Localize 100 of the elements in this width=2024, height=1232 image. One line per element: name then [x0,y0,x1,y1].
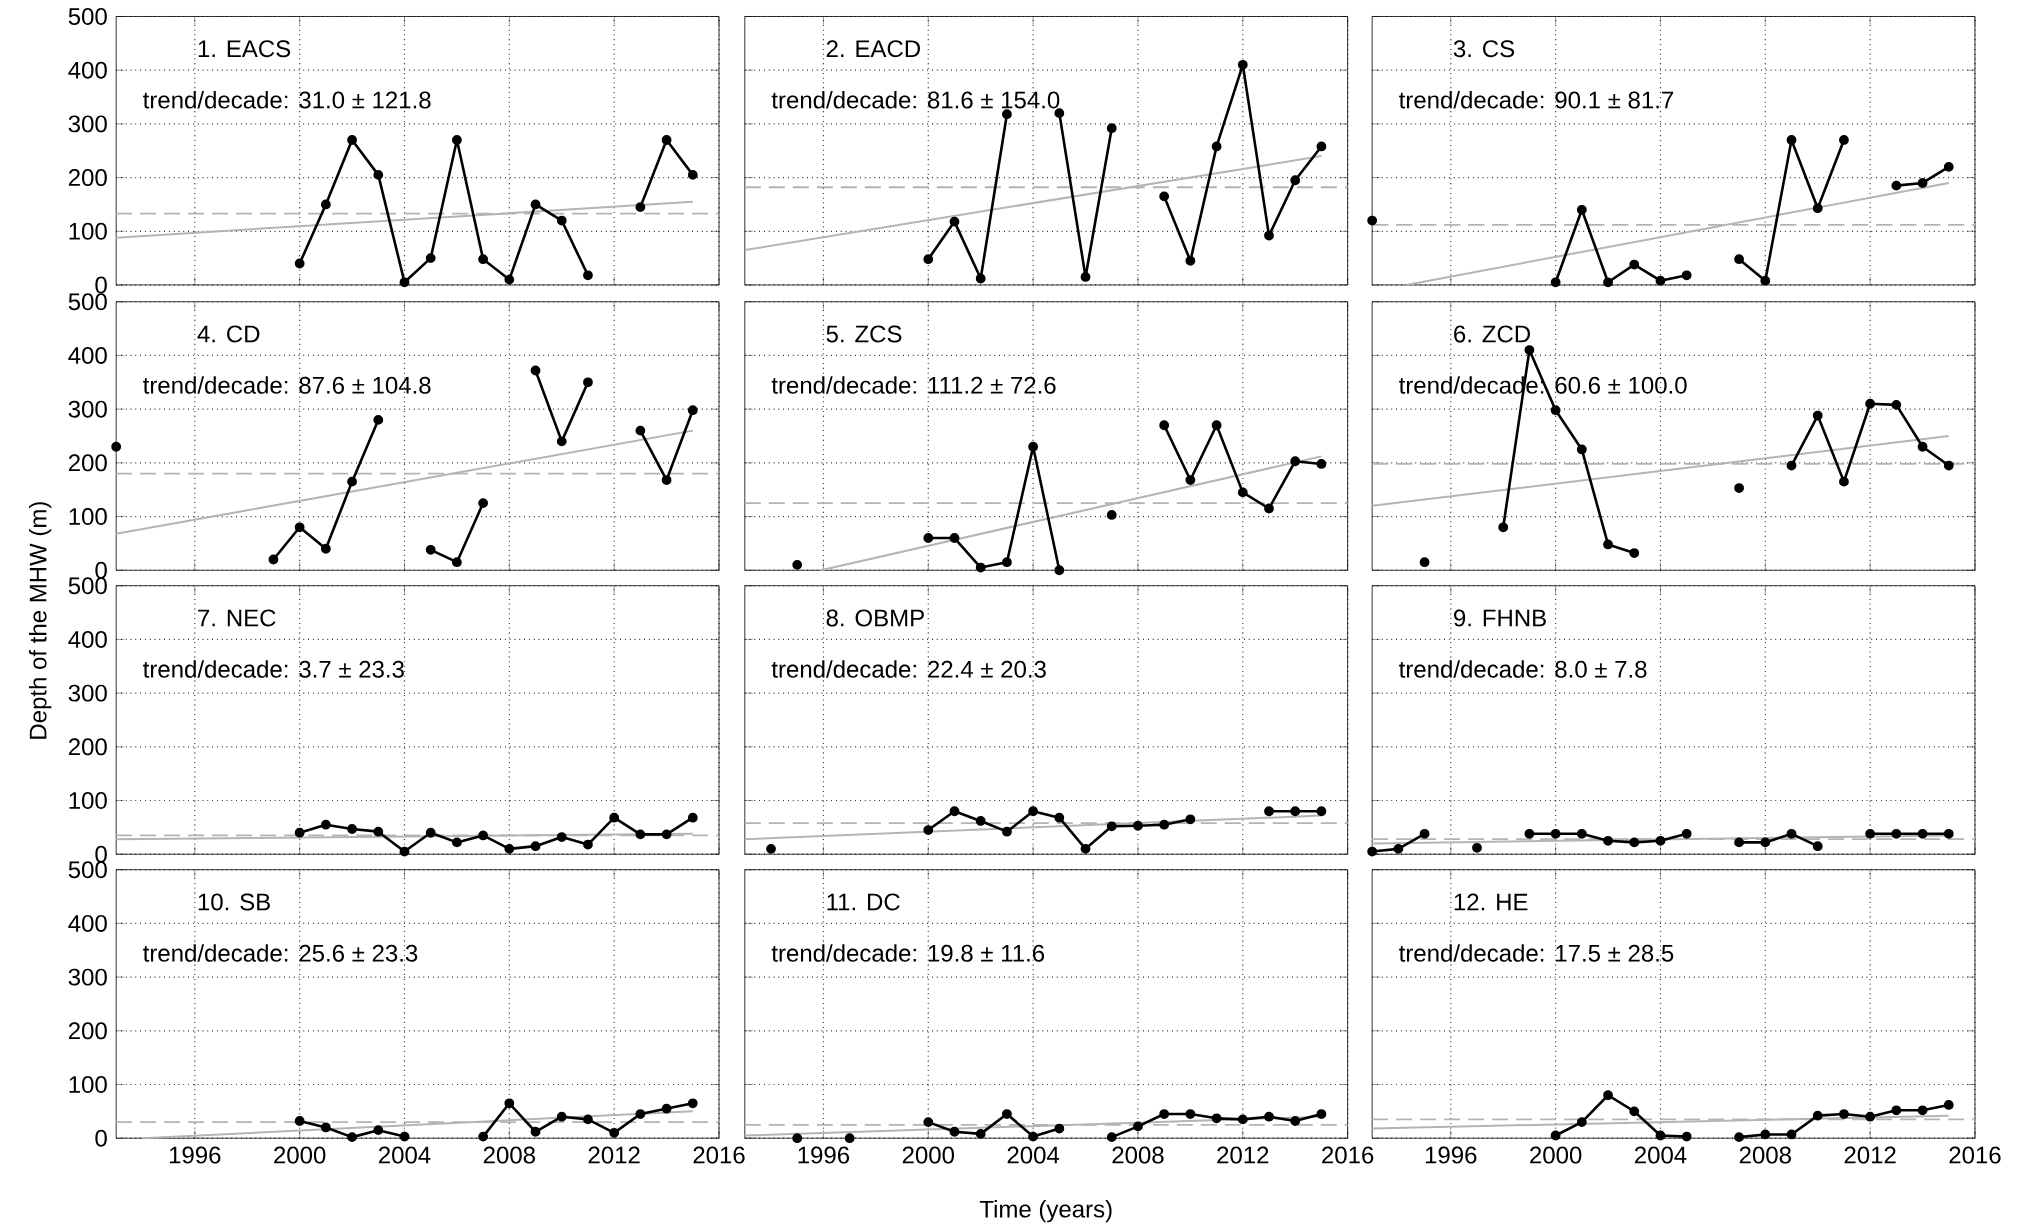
x-tick-label: 2008 [483,1146,535,1164]
point [1917,441,1928,452]
point [1786,460,1797,471]
point [1419,557,1430,568]
point [975,1129,986,1139]
annotation: 5. ZCS [826,325,902,343]
x-tick-label: 2008 [1112,1146,1164,1164]
point [373,1125,384,1136]
point [949,216,960,227]
point [504,274,515,285]
y-tick-label: 100 [69,1076,107,1093]
point [373,170,384,180]
y-tick-label: 100 [69,222,107,240]
point [452,135,462,145]
point [1891,399,1902,410]
point [1264,806,1274,817]
point [268,554,279,565]
x-tick-label: 1996 [169,1146,221,1164]
point [1550,828,1561,839]
point [530,199,541,210]
x-tick-label: 2008 [1739,1146,1791,1164]
point [478,498,489,509]
point [1576,444,1587,455]
point [1576,1117,1587,1127]
point [583,839,593,850]
point [766,843,776,854]
point [635,1109,646,1119]
annotation: trend/decade: 22.4 ± 20.3 [771,660,1046,678]
point [1812,410,1823,421]
point [1054,565,1065,576]
point [844,1133,855,1144]
point [609,812,620,823]
point [1839,476,1849,487]
point [1264,230,1274,241]
point [1054,1123,1065,1134]
y-tick-label: 0 [95,845,107,863]
point [1211,1113,1222,1124]
point [1290,806,1301,817]
y-axis-title: Depth of the MHW (m) [28,502,52,739]
point [1264,1111,1274,1122]
point [923,533,934,543]
point [347,1132,357,1143]
point [1080,272,1091,282]
point [1185,475,1196,485]
annotation: trend/decade: 90.1 ± 81.7 [1399,90,1674,109]
point [1159,420,1170,431]
point [1472,842,1482,853]
y-tick-label: 0 [95,561,107,579]
annotation: 7. NEC [198,609,276,627]
point [1316,141,1327,152]
point [1002,109,1012,120]
point [1550,277,1561,288]
point [399,1131,410,1142]
point [1185,1109,1196,1119]
point [1943,1100,1954,1110]
point [1054,108,1065,119]
point [1943,161,1954,172]
point [1734,254,1744,265]
y-tick-label: 100 [69,792,107,809]
y-tick-label: 400 [68,630,107,648]
x-tick-label: 2016 [693,1146,745,1164]
point [1681,270,1692,281]
point [1917,828,1928,839]
point [975,816,986,826]
point [923,254,934,265]
point [1734,483,1744,493]
point [452,557,462,568]
point [1159,1109,1170,1119]
point [347,824,357,834]
point [556,1111,567,1122]
point [1185,255,1196,266]
point [530,841,541,852]
y-tick-label: 400 [68,914,107,932]
point [1133,820,1143,831]
x-tick-label: 2000 [902,1146,955,1164]
y-tick-label: 300 [68,684,107,702]
point [635,202,646,213]
point [1839,1109,1849,1119]
y-tick-label: 200 [68,1022,107,1040]
point [1316,1109,1327,1119]
point [1237,59,1248,70]
point [792,1133,803,1144]
point [1367,846,1378,857]
annotation: trend/decade: 3.7 ± 23.3 [143,660,404,678]
point [478,1131,489,1142]
point [1237,1114,1248,1125]
point [478,254,489,265]
y-tick-label: 200 [68,454,107,472]
x-tick-label: 2004 [1007,1146,1060,1164]
point [949,533,960,543]
point [1812,1110,1823,1121]
point [1891,828,1902,839]
annotation: 6. ZCD [1454,325,1530,343]
point [1290,175,1301,186]
x-axis-title: Time (years) [979,1200,1112,1223]
point [320,543,331,554]
point [1106,123,1117,134]
point [1080,843,1091,854]
x-tick-label: 2004 [378,1146,431,1164]
point [1629,259,1640,270]
